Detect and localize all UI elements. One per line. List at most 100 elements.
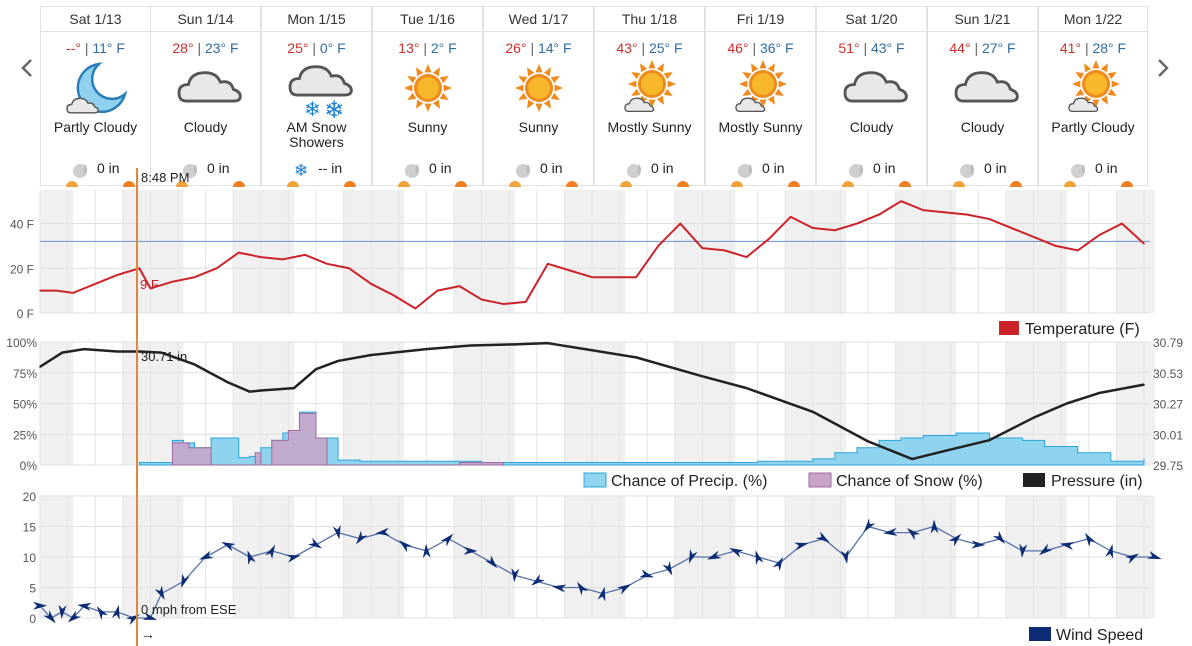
pressure-point bbox=[547, 342, 549, 344]
snow-point bbox=[326, 464, 328, 466]
snow-point bbox=[481, 461, 483, 464]
wind-arrow-head bbox=[688, 549, 698, 564]
precip-point bbox=[536, 461, 538, 464]
wind-arrow-head bbox=[971, 540, 986, 549]
wind-arrow-head bbox=[511, 567, 520, 583]
day-precip-amount: 0 in bbox=[540, 160, 563, 176]
wind-direction-arrow bbox=[96, 606, 109, 620]
day-card[interactable]: Mon 1/15 25° | 0° F ❄ ❄ AM Snow Showers ❄… bbox=[261, 6, 372, 187]
day-high: --° bbox=[66, 40, 81, 56]
day-condition: Cloudy bbox=[960, 119, 1005, 135]
precip-legend-swatch bbox=[583, 472, 607, 488]
day-low: 28° F bbox=[1092, 40, 1127, 56]
precip-point bbox=[182, 442, 185, 444]
wind-arrow-head bbox=[1039, 543, 1053, 556]
wind-arrow-head bbox=[815, 531, 830, 543]
precip-point bbox=[646, 461, 648, 464]
day-date: Sun 1/21 bbox=[928, 7, 1037, 32]
wind-arrow-head bbox=[1059, 542, 1075, 550]
day-card[interactable]: Sat 1/20 51° | 43° F Cloudy 0 in bbox=[816, 6, 927, 187]
day-high: 41° bbox=[1059, 40, 1082, 56]
cursor-temp-label: 9 F bbox=[140, 277, 159, 292]
wind-direction-arrow bbox=[199, 550, 214, 560]
day-high: 26° bbox=[505, 40, 527, 56]
day-card[interactable]: Thu 1/18 43° | 25° F Mostly Sunny 0 in bbox=[594, 6, 705, 187]
chevron-left-icon bbox=[21, 59, 32, 77]
temperature-point bbox=[171, 280, 174, 283]
temperature-point bbox=[94, 283, 96, 285]
pressure-point bbox=[1143, 383, 1145, 386]
precip-legend-label: Chance of Precip. (%) bbox=[611, 473, 768, 490]
pressure-point bbox=[591, 349, 593, 352]
cloudy-icon bbox=[177, 71, 242, 103]
temp-axis-tick: 0 F bbox=[17, 307, 34, 321]
pressure-point bbox=[39, 366, 41, 368]
day-high: 13° bbox=[398, 40, 420, 56]
wind-direction-arrow bbox=[639, 569, 654, 578]
percent-axis-tick: 100% bbox=[6, 336, 37, 350]
previous-days-button[interactable] bbox=[14, 50, 40, 86]
wind-direction-arrow bbox=[551, 584, 567, 593]
pressure-axis-tick: 30.53 bbox=[1153, 367, 1183, 381]
night-band bbox=[40, 190, 74, 313]
svg-text:❄: ❄ bbox=[294, 161, 308, 179]
pressure-axis-tick: 30.79 bbox=[1153, 336, 1183, 350]
wind-direction-arrow bbox=[577, 581, 589, 596]
wind-arrow-head bbox=[154, 585, 165, 600]
wind-direction-arrow bbox=[863, 518, 876, 533]
wind-direction-arrow bbox=[221, 541, 236, 552]
pressure-axis-tick: 29.75 bbox=[1153, 459, 1183, 473]
wind-direction-arrow bbox=[463, 546, 478, 555]
day-card[interactable]: Sat 1/13 --° | 11° F Partly Cloudy 0 in bbox=[40, 6, 151, 187]
wind-direction-arrow bbox=[1105, 544, 1114, 559]
day-temps: 43° | 25° F bbox=[595, 40, 704, 58]
wind-arrow-head bbox=[1019, 543, 1028, 558]
wind-arrow-head bbox=[992, 530, 1006, 544]
wind-direction-arrow bbox=[247, 550, 256, 565]
day-card[interactable]: Mon 1/22 41° | 28° F Partly Cloudy 0 in bbox=[1038, 6, 1148, 187]
precip-point bbox=[591, 461, 593, 464]
temperature-point bbox=[657, 245, 660, 247]
pressure-point bbox=[160, 351, 163, 354]
day-card[interactable]: Sun 1/14 28° | 23° F Cloudy 0 in bbox=[150, 6, 261, 187]
snowflake-icon: ❄ bbox=[294, 161, 308, 179]
sunrise-sunset-icon bbox=[842, 181, 911, 187]
day-low: 36° F bbox=[759, 40, 794, 56]
temperature-point bbox=[723, 249, 726, 252]
day-precip-amount: 0 in bbox=[207, 160, 230, 176]
day-card[interactable]: Tue 1/16 13° | 2° F Sunny 0 in bbox=[372, 6, 483, 187]
day-condition: Sunny bbox=[518, 119, 559, 135]
pressure-point bbox=[469, 344, 472, 347]
wind-arrow-head bbox=[58, 604, 67, 619]
pressure-point bbox=[944, 450, 947, 452]
pressure-point bbox=[337, 360, 339, 362]
wind-direction-arrow bbox=[840, 549, 849, 564]
day-card[interactable]: Fri 1/19 46° | 36° F Mostly Sunny 0 in bbox=[705, 6, 816, 187]
next-days-button[interactable] bbox=[1150, 50, 1176, 86]
wind-arrow-head bbox=[577, 581, 589, 596]
temperature-point bbox=[878, 213, 880, 216]
day-temps: 51° | 43° F bbox=[817, 40, 926, 58]
day-precip-amount: 0 in bbox=[1095, 160, 1118, 176]
day-card[interactable]: Sun 1/21 44° | 27° F Cloudy 0 in bbox=[927, 6, 1038, 187]
svg-text:❄: ❄ bbox=[304, 97, 321, 120]
precip-point bbox=[701, 461, 704, 464]
temperature-point bbox=[1076, 249, 1079, 252]
sunrise-sunset-icon bbox=[620, 181, 689, 187]
cursor-wind-arrow: → bbox=[141, 626, 155, 642]
day-low: 14° F bbox=[537, 40, 572, 56]
precip-point bbox=[1143, 458, 1145, 460]
day-temps: 26° | 14° F bbox=[484, 40, 593, 58]
day-high: 46° bbox=[727, 40, 749, 56]
pressure-point bbox=[392, 351, 395, 354]
day-date: Fri 1/19 bbox=[706, 7, 815, 32]
wind-arrow-head bbox=[531, 573, 545, 586]
wind-legend-swatch bbox=[1029, 627, 1051, 641]
day-card[interactable]: Wed 1/17 26° | 14° F Sunny 0 in bbox=[483, 6, 594, 187]
pressure-point bbox=[911, 458, 913, 460]
raindrop-icon bbox=[1071, 164, 1085, 178]
day-condition: Mostly Sunny bbox=[718, 119, 803, 135]
snow-point bbox=[315, 437, 317, 439]
day-date: Wed 1/17 bbox=[484, 7, 593, 32]
wind-direction-arrow bbox=[906, 528, 921, 541]
